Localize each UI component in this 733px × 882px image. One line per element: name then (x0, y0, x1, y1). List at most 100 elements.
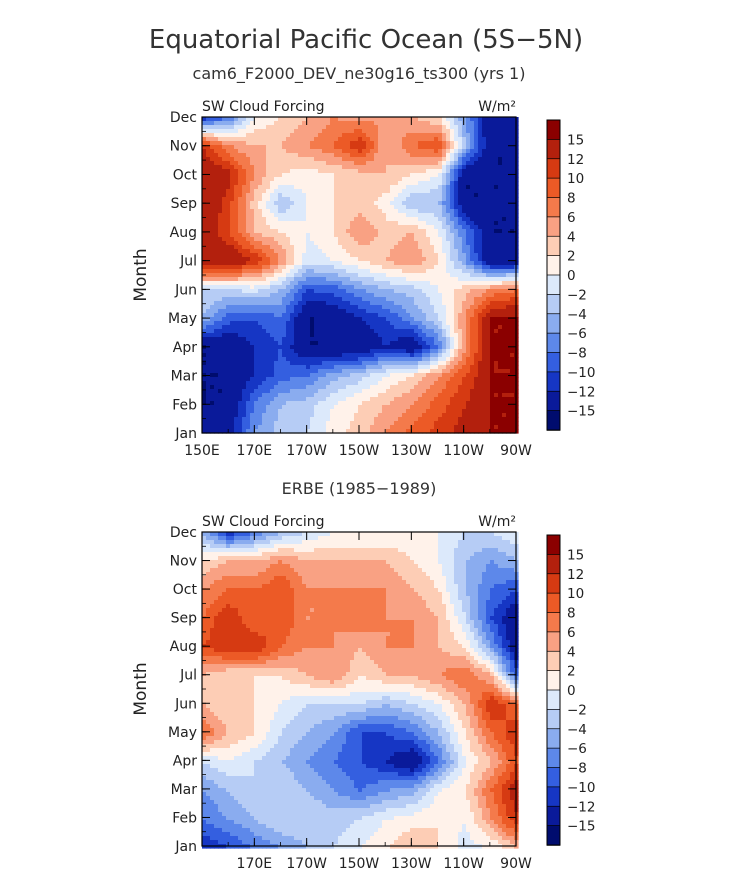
panel-1-cell (402, 345, 407, 350)
panel-1-cell (262, 125, 267, 130)
panel-1-cell (506, 365, 511, 370)
panel-1-cell (354, 297, 359, 302)
panel-1-cell (242, 161, 247, 166)
panel-1-cell (346, 353, 351, 358)
panel-1-cell (462, 201, 467, 206)
panel-1-cell (378, 273, 383, 278)
panel-1-cell (418, 341, 423, 346)
panel-1-cell (390, 133, 395, 138)
panel-1-cell (386, 249, 391, 254)
panel-1-cell (406, 141, 411, 146)
panel-1-cell (322, 309, 327, 314)
panel-1-cell (458, 297, 463, 302)
panel-1-cell (234, 261, 239, 266)
panel-1-cell (498, 253, 503, 258)
panel-1-cell (234, 237, 239, 242)
panel-1-cell (374, 273, 379, 278)
panel-1-cell (330, 265, 335, 270)
panel-1-cell (490, 309, 495, 314)
panel-1-cell (498, 217, 503, 222)
panel-1-cell (462, 297, 467, 302)
panel-1-cell (382, 329, 387, 334)
panel-1-cell (482, 357, 487, 362)
panel-1-cell (386, 165, 391, 170)
panel-1-cell (314, 121, 319, 126)
panel-1-cell (510, 333, 515, 338)
panel-1-cell (458, 121, 463, 126)
panel-1-cell (454, 185, 459, 190)
panel-1-cell (474, 153, 479, 158)
panel-1-cell (338, 189, 343, 194)
panel-1-cell (494, 325, 499, 330)
panel-1-cell (214, 233, 219, 238)
panel-1-cell (494, 133, 499, 138)
panel-1-cell (222, 325, 227, 330)
panel-1-cell (346, 249, 351, 254)
panel-1-cell (410, 273, 415, 278)
panel-1-cell (210, 261, 215, 266)
panel-1-cell (238, 257, 243, 262)
panel-1-cell (346, 301, 351, 306)
panel-1-cell (398, 273, 403, 278)
panel-1-cell (334, 117, 339, 122)
panel-1-cell (470, 177, 475, 182)
panel-1-cell (334, 173, 339, 178)
panel-1-cell (402, 253, 407, 258)
panel-1-cell (210, 329, 215, 334)
panel-1-cell (298, 349, 303, 354)
panel-1-cell (470, 149, 475, 154)
panel-1-cell (510, 349, 515, 354)
panel-1-cell (386, 125, 391, 130)
panel-1-cell (354, 301, 359, 306)
panel-1-cell (450, 157, 455, 162)
panel-1-cell (358, 117, 363, 122)
panel-1-cell (426, 117, 431, 122)
panel-1-cell (286, 285, 291, 290)
panel-1-cell (346, 189, 351, 194)
panel-1-cell (454, 245, 459, 250)
panel-1-cell (362, 289, 367, 294)
panel-1-cell (374, 361, 379, 366)
panel-1-cell (374, 169, 379, 174)
panel-1-cell (430, 133, 435, 138)
panel-1-cell (414, 161, 419, 166)
panel-1-cell (286, 337, 291, 342)
panel-1-cell (506, 293, 511, 298)
panel-1-cell (434, 309, 439, 314)
panel-1-cell (238, 289, 243, 294)
panel-1-cell (350, 193, 355, 198)
panel-1-cell (430, 165, 435, 170)
panel-1-cell (466, 217, 471, 222)
panel-1-cell (482, 281, 487, 286)
panel-1-cell (426, 313, 431, 318)
panel-1-cell (286, 309, 291, 314)
panel-1-cell (454, 229, 459, 234)
panel-1-cell (422, 265, 427, 270)
panel-1-cell (206, 237, 211, 242)
panel-1-cell (418, 181, 423, 186)
panel-1-cell (282, 213, 287, 218)
panel-1-cell (310, 309, 315, 314)
panel-1-cell (314, 277, 319, 282)
panel-1-cell (218, 121, 223, 126)
panel-1-cell (426, 269, 431, 274)
panel-1-cell (222, 333, 227, 338)
panel-1-cell (242, 237, 247, 242)
panel-1-cell (226, 193, 231, 198)
panel-1-cell (210, 221, 215, 226)
panel-1-cell (498, 193, 503, 198)
panel-1-cell (338, 257, 343, 262)
panel-1-cell (382, 245, 387, 250)
panel-1-cell (398, 313, 403, 318)
panel-1-cell (282, 221, 287, 226)
panel-1-cell (218, 197, 223, 202)
panel-1-cell (330, 333, 335, 338)
panel-1-cell (502, 257, 507, 262)
panel-1-cell (398, 121, 403, 126)
panel-1-cell (482, 197, 487, 202)
panel-1-cell (374, 233, 379, 238)
panel-1-cell (326, 169, 331, 174)
panel-1-cell (438, 265, 443, 270)
panel-1-cell (450, 161, 455, 166)
panel-1-cell (314, 169, 319, 174)
